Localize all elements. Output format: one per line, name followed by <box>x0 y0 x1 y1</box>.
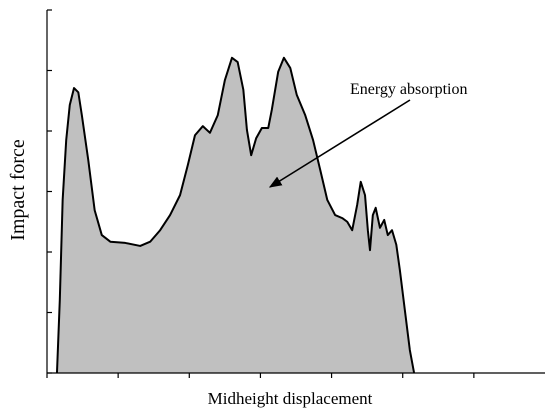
y-axis-label: Impact force <box>7 139 29 241</box>
x-axis-label: Midheight displacement <box>208 389 373 408</box>
area <box>56 57 415 374</box>
annotation-arrow <box>268 99 411 188</box>
plot-area <box>55 56 416 374</box>
annotation: Energy absorption <box>350 81 467 98</box>
line <box>55 56 416 374</box>
